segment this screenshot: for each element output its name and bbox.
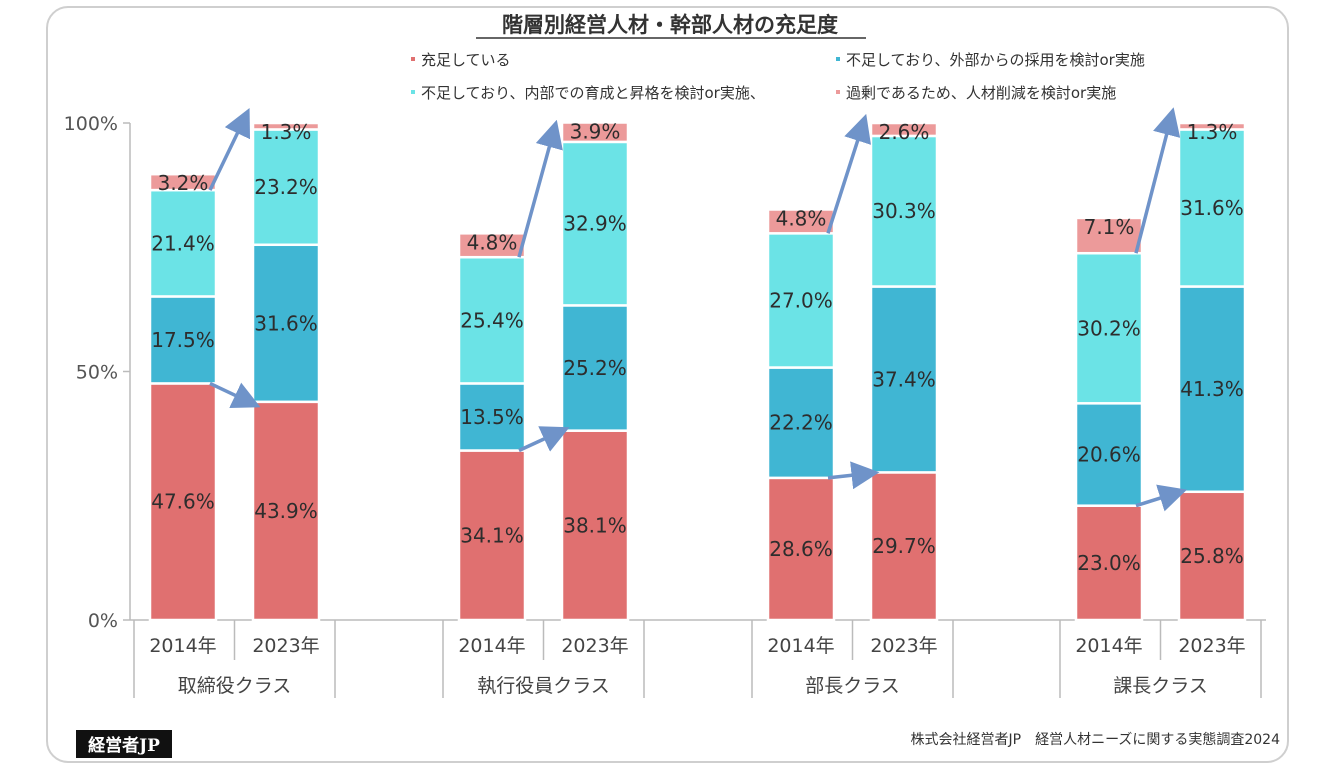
y-tick-label: 50% (76, 362, 118, 384)
data-label: 25.8% (1180, 544, 1244, 568)
bar-segment (457, 255, 527, 385)
data-label: 43.9% (254, 499, 318, 523)
trend-arrow (518, 426, 570, 453)
data-label: 21.4% (151, 231, 215, 255)
legend-label: 不足しており、内部での育成と昇格を検討or実施、 (421, 84, 765, 102)
group-label: 執行役員クラス (477, 675, 610, 697)
data-label: 30.2% (1077, 316, 1141, 340)
data-label: 7.1% (1084, 215, 1135, 239)
trend-arrow (517, 119, 563, 258)
bar-segment (251, 128, 321, 247)
x-tick-label: 2014年 (458, 635, 525, 657)
data-label: 38.1% (563, 513, 627, 537)
legend-label: 不足しており、外部からの採用を検討or実施 (846, 51, 1145, 69)
bar-segment (1177, 128, 1247, 288)
x-tick-label: 2014年 (1075, 635, 1142, 657)
chart-title: 階層別経営人材・幹部人材の充足度 (502, 13, 838, 37)
data-label: 30.3% (872, 199, 936, 223)
legend-marker (411, 57, 415, 61)
trend-arrow (826, 113, 872, 234)
group-label: 課長クラス (1113, 675, 1208, 697)
bar-segment (869, 134, 939, 288)
logo (76, 730, 172, 758)
data-label: 1.3% (261, 120, 312, 144)
y-tick-label: 0% (88, 610, 118, 632)
bar-segment (148, 382, 218, 622)
data-label: 13.5% (460, 405, 524, 429)
data-label: 1.3% (1187, 120, 1238, 144)
bar-segment (869, 471, 939, 622)
bar-segment (560, 429, 630, 622)
legend-marker (411, 90, 415, 94)
bar-segment (1177, 285, 1247, 494)
data-label: 37.4% (872, 367, 936, 391)
legend-label: 過剰であるため、人材削減を検討or実施 (846, 84, 1116, 102)
group-label: 部長クラス (805, 675, 900, 697)
data-label: 28.6% (769, 537, 833, 561)
data-label: 2.6% (879, 120, 930, 144)
data-label: 27.0% (769, 288, 833, 312)
trend-arrows (208, 107, 1188, 512)
trend-arrow (827, 461, 880, 490)
bar-segment (766, 366, 836, 480)
bar-segment (457, 232, 527, 259)
source-note: 株式会社経営者JP 経営人材ニーズに関する実態調査2024 (911, 732, 1281, 748)
data-label: 23.0% (1077, 551, 1141, 575)
legend-label: 充足している (421, 51, 511, 69)
data-label: 3.9% (570, 120, 621, 144)
bar-segment (1074, 216, 1144, 255)
trend-arrow (209, 381, 261, 408)
data-label: 17.5% (151, 328, 215, 352)
x-tick-label: 2023年 (1178, 635, 1245, 657)
x-tick-label: 2014年 (149, 635, 216, 657)
bars (148, 121, 1247, 622)
data-label: 23.2% (254, 175, 318, 199)
x-tick-label: 2023年 (561, 635, 628, 657)
bar-segment (148, 188, 218, 298)
data-labels: 47.6% 17.5% 21.4% 3.2% 43.9% 31.6% 23.2% 1.3% 34… (151, 120, 1244, 575)
bar-segment (457, 382, 527, 452)
data-label: 25.4% (460, 308, 524, 332)
data-label: 25.2% (563, 356, 627, 380)
x-tick-label: 2023年 (252, 635, 319, 657)
bar-segment (1074, 504, 1144, 622)
data-label: 31.6% (254, 311, 318, 335)
legend-marker (836, 57, 840, 61)
bar-segment (251, 121, 321, 131)
data-label: 47.6% (151, 490, 215, 514)
data-label: 3.2% (158, 171, 209, 195)
data-label: 4.8% (776, 206, 827, 230)
bar-segment (1177, 490, 1247, 622)
logo-text: 経営者JP (88, 735, 160, 756)
axes: 0% 50% 100% (64, 113, 1266, 632)
x-tick-label: 2023年 (870, 635, 937, 657)
trend-arrow (1135, 484, 1188, 512)
legend-marker (836, 90, 840, 94)
data-label: 4.8% (467, 230, 518, 254)
bar-segment (457, 449, 527, 622)
bar-segment (251, 400, 321, 622)
bar-segment (148, 172, 218, 192)
data-label: 31.6% (1180, 196, 1244, 220)
bar-segment (766, 476, 836, 622)
bar-segment (1074, 402, 1144, 507)
data-label: 34.1% (460, 523, 524, 547)
bar-segment (251, 243, 321, 404)
bar-segment (766, 208, 836, 235)
legend: 充足している 不足しており、外部からの採用を検討or実施不足しており、内部での育成… (411, 51, 1145, 102)
data-label: 22.2% (769, 411, 833, 435)
x-tick-label: 2014年 (767, 635, 834, 657)
data-label: 29.7% (872, 534, 936, 558)
group-label: 取締役クラス (178, 675, 292, 697)
y-tick-label: 100% (64, 113, 118, 135)
data-label: 32.9% (563, 212, 627, 236)
trend-arrow (1134, 107, 1181, 254)
trend-arrow (208, 108, 251, 191)
bar-segment (148, 295, 218, 385)
data-label: 20.6% (1077, 442, 1141, 466)
data-label: 41.3% (1180, 377, 1244, 401)
